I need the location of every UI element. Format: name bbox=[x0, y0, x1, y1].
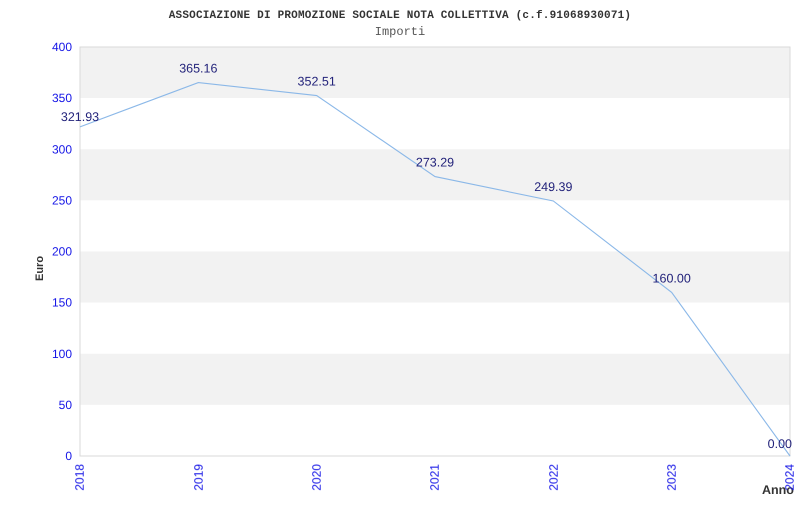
svg-text:250: 250 bbox=[52, 193, 72, 207]
svg-text:365.16: 365.16 bbox=[179, 62, 217, 76]
svg-text:300: 300 bbox=[52, 142, 72, 156]
svg-text:100: 100 bbox=[52, 347, 72, 361]
svg-text:249.39: 249.39 bbox=[534, 180, 572, 194]
svg-text:150: 150 bbox=[52, 296, 72, 310]
svg-text:321.93: 321.93 bbox=[61, 110, 99, 124]
svg-text:160.00: 160.00 bbox=[653, 271, 691, 285]
svg-text:0: 0 bbox=[65, 449, 72, 463]
svg-text:200: 200 bbox=[52, 245, 72, 259]
svg-text:350: 350 bbox=[52, 91, 72, 105]
svg-text:0.00: 0.00 bbox=[768, 437, 792, 451]
svg-text:273.29: 273.29 bbox=[416, 156, 454, 170]
svg-text:400: 400 bbox=[52, 40, 72, 54]
svg-text:352.51: 352.51 bbox=[298, 75, 336, 89]
svg-text:50: 50 bbox=[59, 398, 73, 412]
